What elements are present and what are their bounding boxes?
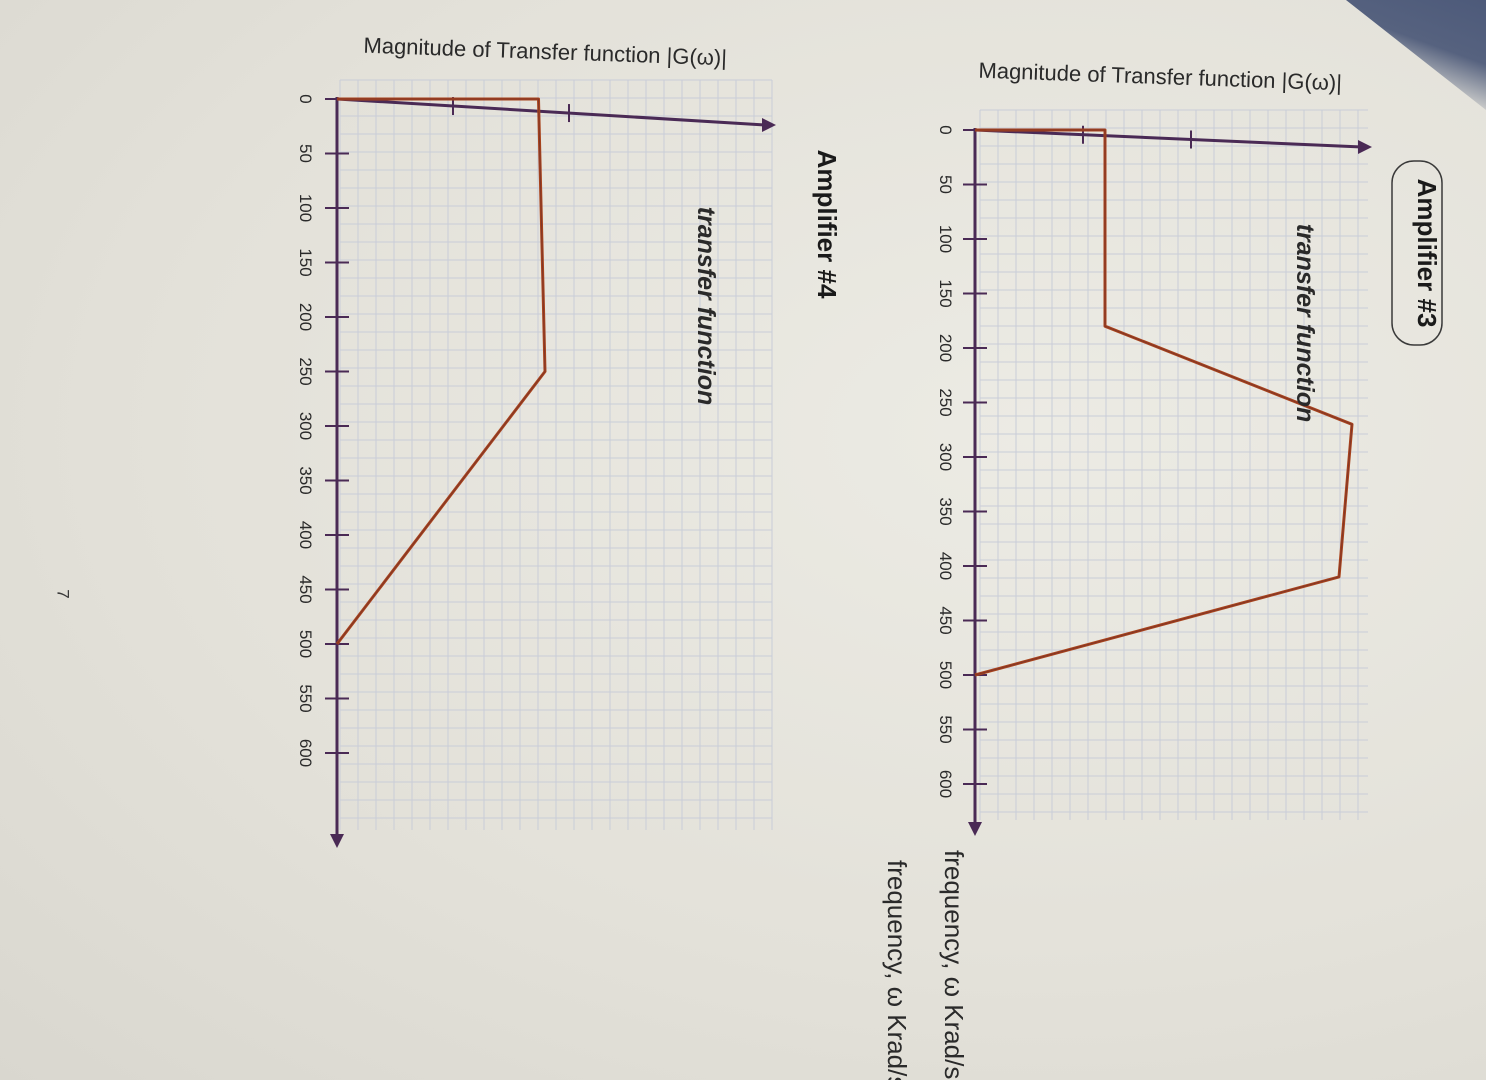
frequency-tick-label: 450: [936, 606, 955, 634]
amplifier-heading: Amplifier #4: [812, 150, 842, 299]
magnitude-axis: [336, 97, 767, 127]
magnitude-axis-title: Magnitude of Transfer function |G(ω)|: [978, 58, 1342, 96]
frequency-tick-label: 200: [296, 303, 315, 331]
frequency-tick-label: 0: [936, 125, 955, 134]
frequency-tick-label: 200: [936, 334, 955, 362]
frequency-axis-arrow: [330, 834, 344, 848]
transfer-function-caption: transfer function: [692, 207, 720, 406]
frequency-axis-title: frequency, ω Krad/s: [939, 850, 969, 1079]
frequency-tick-label: 250: [936, 388, 955, 416]
amplifier-heading: Amplifier #3: [1412, 179, 1442, 328]
chart-4: 050100150200250300350400450500550600Ampl…: [296, 33, 969, 1080]
page-number: 7: [53, 589, 73, 599]
transfer-function-line-shade: [336, 98, 546, 645]
magnitude-axis-arrow: [1358, 140, 1372, 154]
magnitude-axis: [974, 128, 1363, 149]
frequency-tick-label: 150: [936, 279, 955, 307]
frequency-tick-label: 400: [936, 552, 955, 580]
magnitude-axis-arrow: [762, 118, 776, 132]
frequency-tick-label: 600: [936, 770, 955, 798]
frequency-tick-label: 250: [296, 357, 315, 385]
frequency-tick-label: 350: [936, 497, 955, 525]
chart-3: 0 50 100 150 200 250 300 350 400 450 500 550 600 Ampl…: [882, 58, 1443, 1080]
frequency-axis-arrow: [968, 822, 982, 836]
frequency-axis-title: frequency, ω Krad/s: [882, 860, 912, 1080]
frequency-tick-label: 550: [296, 684, 315, 712]
frequency-tick-label: 0: [296, 94, 315, 103]
transfer-function-line: [974, 128, 1354, 677]
frequency-tick-label: 100: [936, 225, 955, 253]
frequency-tick-label: 500: [936, 661, 955, 689]
frequency-tick-label: 550: [936, 715, 955, 743]
transfer-function-caption: transfer function: [1291, 224, 1319, 423]
transfer-function-line-shade: [974, 129, 1353, 676]
frequency-tick-label: 350: [296, 466, 315, 494]
frequency-tick-label: 400: [296, 521, 315, 549]
transfer-function-line: [335, 97, 547, 645]
frequency-tick-label: 150: [296, 248, 315, 276]
frequency-tick-label: 300: [936, 443, 955, 471]
frequency-tick-label: 600: [296, 739, 315, 767]
frequency-tick-label: 450: [296, 575, 315, 603]
frequency-tick-label: 50: [296, 144, 315, 163]
frequency-tick-label: 50: [936, 175, 955, 194]
frequency-tick-label: 300: [296, 412, 315, 440]
magnitude-axis-title: Magnitude of Transfer function |G(ω)|: [363, 33, 727, 71]
frequency-tick-label: 100: [296, 194, 315, 222]
heading-circle-mark: [1391, 160, 1443, 346]
frequency-tick-label: 500: [296, 630, 315, 658]
